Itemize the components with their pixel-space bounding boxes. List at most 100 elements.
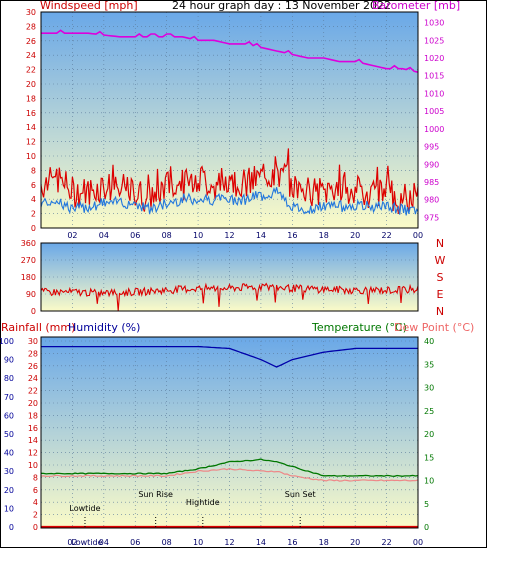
temp-panel-background (41, 337, 418, 528)
barometer-tick-975: 975 (424, 213, 439, 222)
wind-tick-6: 6 (31, 181, 36, 190)
temperature-tick-25: 25 (424, 407, 434, 416)
wind-gust-line (40, 148, 419, 215)
barometer-tick-1010: 1010 (424, 89, 444, 98)
rainfall-tick-8: 8 (33, 473, 38, 482)
wind-x-tick-02: 02 (67, 231, 77, 240)
humidity-line (41, 345, 418, 368)
wind-axis-title: Windspeed [mph] (40, 0, 138, 12)
wind-x-tick-08: 08 (162, 231, 172, 240)
temperature-axis-title: Temperature (°C) (311, 321, 407, 334)
temp-x-tick-lowtide: Lowtide (71, 538, 102, 547)
rainfall-tick-18: 18 (28, 411, 38, 420)
rainfall-tick-28: 28 (28, 349, 38, 358)
wind-series (40, 29, 419, 216)
temp-x-tick-20: 20 (350, 538, 360, 547)
chart-title: 24 hour graph day : 13 November 2022 (172, 0, 391, 12)
compass-label-N: N (436, 305, 444, 318)
rainfall-tick-30: 30 (28, 337, 38, 346)
direction-tick-180: 180 (21, 273, 36, 282)
direction-plot-border (40, 242, 419, 312)
humidity-tick-labels: 0 10 20 30 40 50 60 70 80 90 100 (0, 337, 14, 532)
wind-tick-0: 0 (31, 224, 36, 233)
humidity-tick-30: 30 (4, 467, 14, 476)
barometer-tick-985: 985 (424, 178, 439, 187)
humidity-tick-10: 10 (4, 504, 14, 513)
temp-x-tick-08: 08 (162, 538, 172, 547)
wind-x-tick-20: 20 (350, 231, 360, 240)
rainfall-tick-0: 0 (33, 523, 38, 532)
wind-tick-2: 2 (31, 210, 36, 219)
annotation-lowtide: Lowtide (69, 504, 100, 513)
temperature-tick-35: 35 (424, 360, 434, 369)
barometer-tick-1015: 1015 (424, 72, 444, 81)
wind-x-tick-06: 06 (130, 231, 140, 240)
temp-x-tick-00: 00 (413, 538, 423, 547)
wind-tick-26: 26 (26, 37, 36, 46)
barometer-tick-995: 995 (424, 143, 439, 152)
compass-label-W: W (435, 254, 446, 267)
temp-plot-border (40, 336, 419, 529)
temp-x-tick-16: 16 (287, 538, 297, 547)
temp-x-tick-10: 10 (193, 538, 203, 547)
wind-tick-4: 4 (31, 195, 36, 204)
wind-x-tick-04: 04 (99, 231, 109, 240)
barometer-tick-990: 990 (424, 160, 439, 169)
temp-x-tick-labels: 02 04 06 08 10 12 14 16 18 20 22 00 Lowtide (67, 538, 423, 547)
wind-tick-20: 20 (26, 80, 36, 89)
temperature-tick-15: 15 (424, 453, 434, 462)
temp-series (40, 345, 419, 529)
compass-label-E: E (437, 288, 444, 301)
wind-tick-10: 10 (26, 152, 36, 161)
direction-tick-labels: 0 90 180 270 360 (21, 239, 36, 316)
temp-x-tick-22: 22 (381, 538, 391, 547)
temperature-tick-labels: 0 5 10 15 20 25 30 35 40 (424, 337, 434, 532)
rainfall-tick-22: 22 (28, 387, 38, 396)
humidity-tick-0: 0 (9, 523, 14, 532)
temperature-tick-40: 40 (424, 337, 434, 346)
direction-tick-0: 0 (31, 307, 36, 316)
humidity-tick-60: 60 (4, 411, 14, 420)
wind-tick-14: 14 (26, 123, 36, 132)
wind-tick-8: 8 (31, 166, 36, 175)
rainfall-tick-2: 2 (33, 511, 38, 520)
wind-tick-16: 16 (26, 109, 36, 118)
rainfall-tick-20: 20 (28, 399, 38, 408)
humidity-tick-70: 70 (4, 393, 14, 402)
annotation-hightide: Hightide (186, 498, 220, 507)
barometer-tick-1025: 1025 (424, 36, 444, 45)
barometer-axis-title: Barometer [mb] (372, 0, 460, 12)
wind-tick-30: 30 (26, 8, 36, 17)
humidity-axis-title: Humidity (%) (68, 321, 140, 334)
rainfall-tick-6: 6 (33, 486, 38, 495)
wind-x-tick-18: 18 (319, 231, 329, 240)
rainfall-tick-4: 4 (33, 498, 38, 507)
wind-average-line (40, 186, 419, 216)
temperature-tick-10: 10 (424, 477, 434, 486)
rainfall-tick-24: 24 (28, 374, 38, 383)
temperature-tick-20: 20 (424, 430, 434, 439)
barometer-tick-labels: 975 980 985 990 995 1000 1005 1010 1015 1020 1025 1… (424, 19, 444, 223)
temp-x-tick-04: 04 (99, 538, 109, 547)
barometer-tick-1000: 1000 (424, 125, 444, 134)
tide-sun-annotations: Lowtide Sun Rise Hightide Sun Set (69, 490, 316, 527)
humidity-tick-50: 50 (4, 430, 14, 439)
humidity-tick-20: 20 (4, 486, 14, 495)
wind-tick-28: 28 (26, 22, 36, 31)
temp-gridlines (41, 340, 419, 528)
temp-x-tick-02: 02 (67, 538, 77, 547)
dew-point-line (40, 467, 419, 482)
wind-x-tick-12: 12 (224, 231, 234, 240)
temp-x-tick-18: 18 (319, 538, 329, 547)
temp-x-tick-12: 12 (224, 538, 234, 547)
wind-barometer-panel: Windspeed [mph] 24 hour graph day : 13 N… (26, 0, 460, 240)
humidity-tick-40: 40 (4, 449, 14, 458)
humidity-tick-100: 100 (0, 337, 14, 346)
direction-series (40, 282, 419, 312)
rainfall-tick-14: 14 (28, 436, 38, 445)
direction-tick-270: 270 (21, 256, 36, 265)
rainfall-tick-26: 26 (28, 362, 38, 371)
